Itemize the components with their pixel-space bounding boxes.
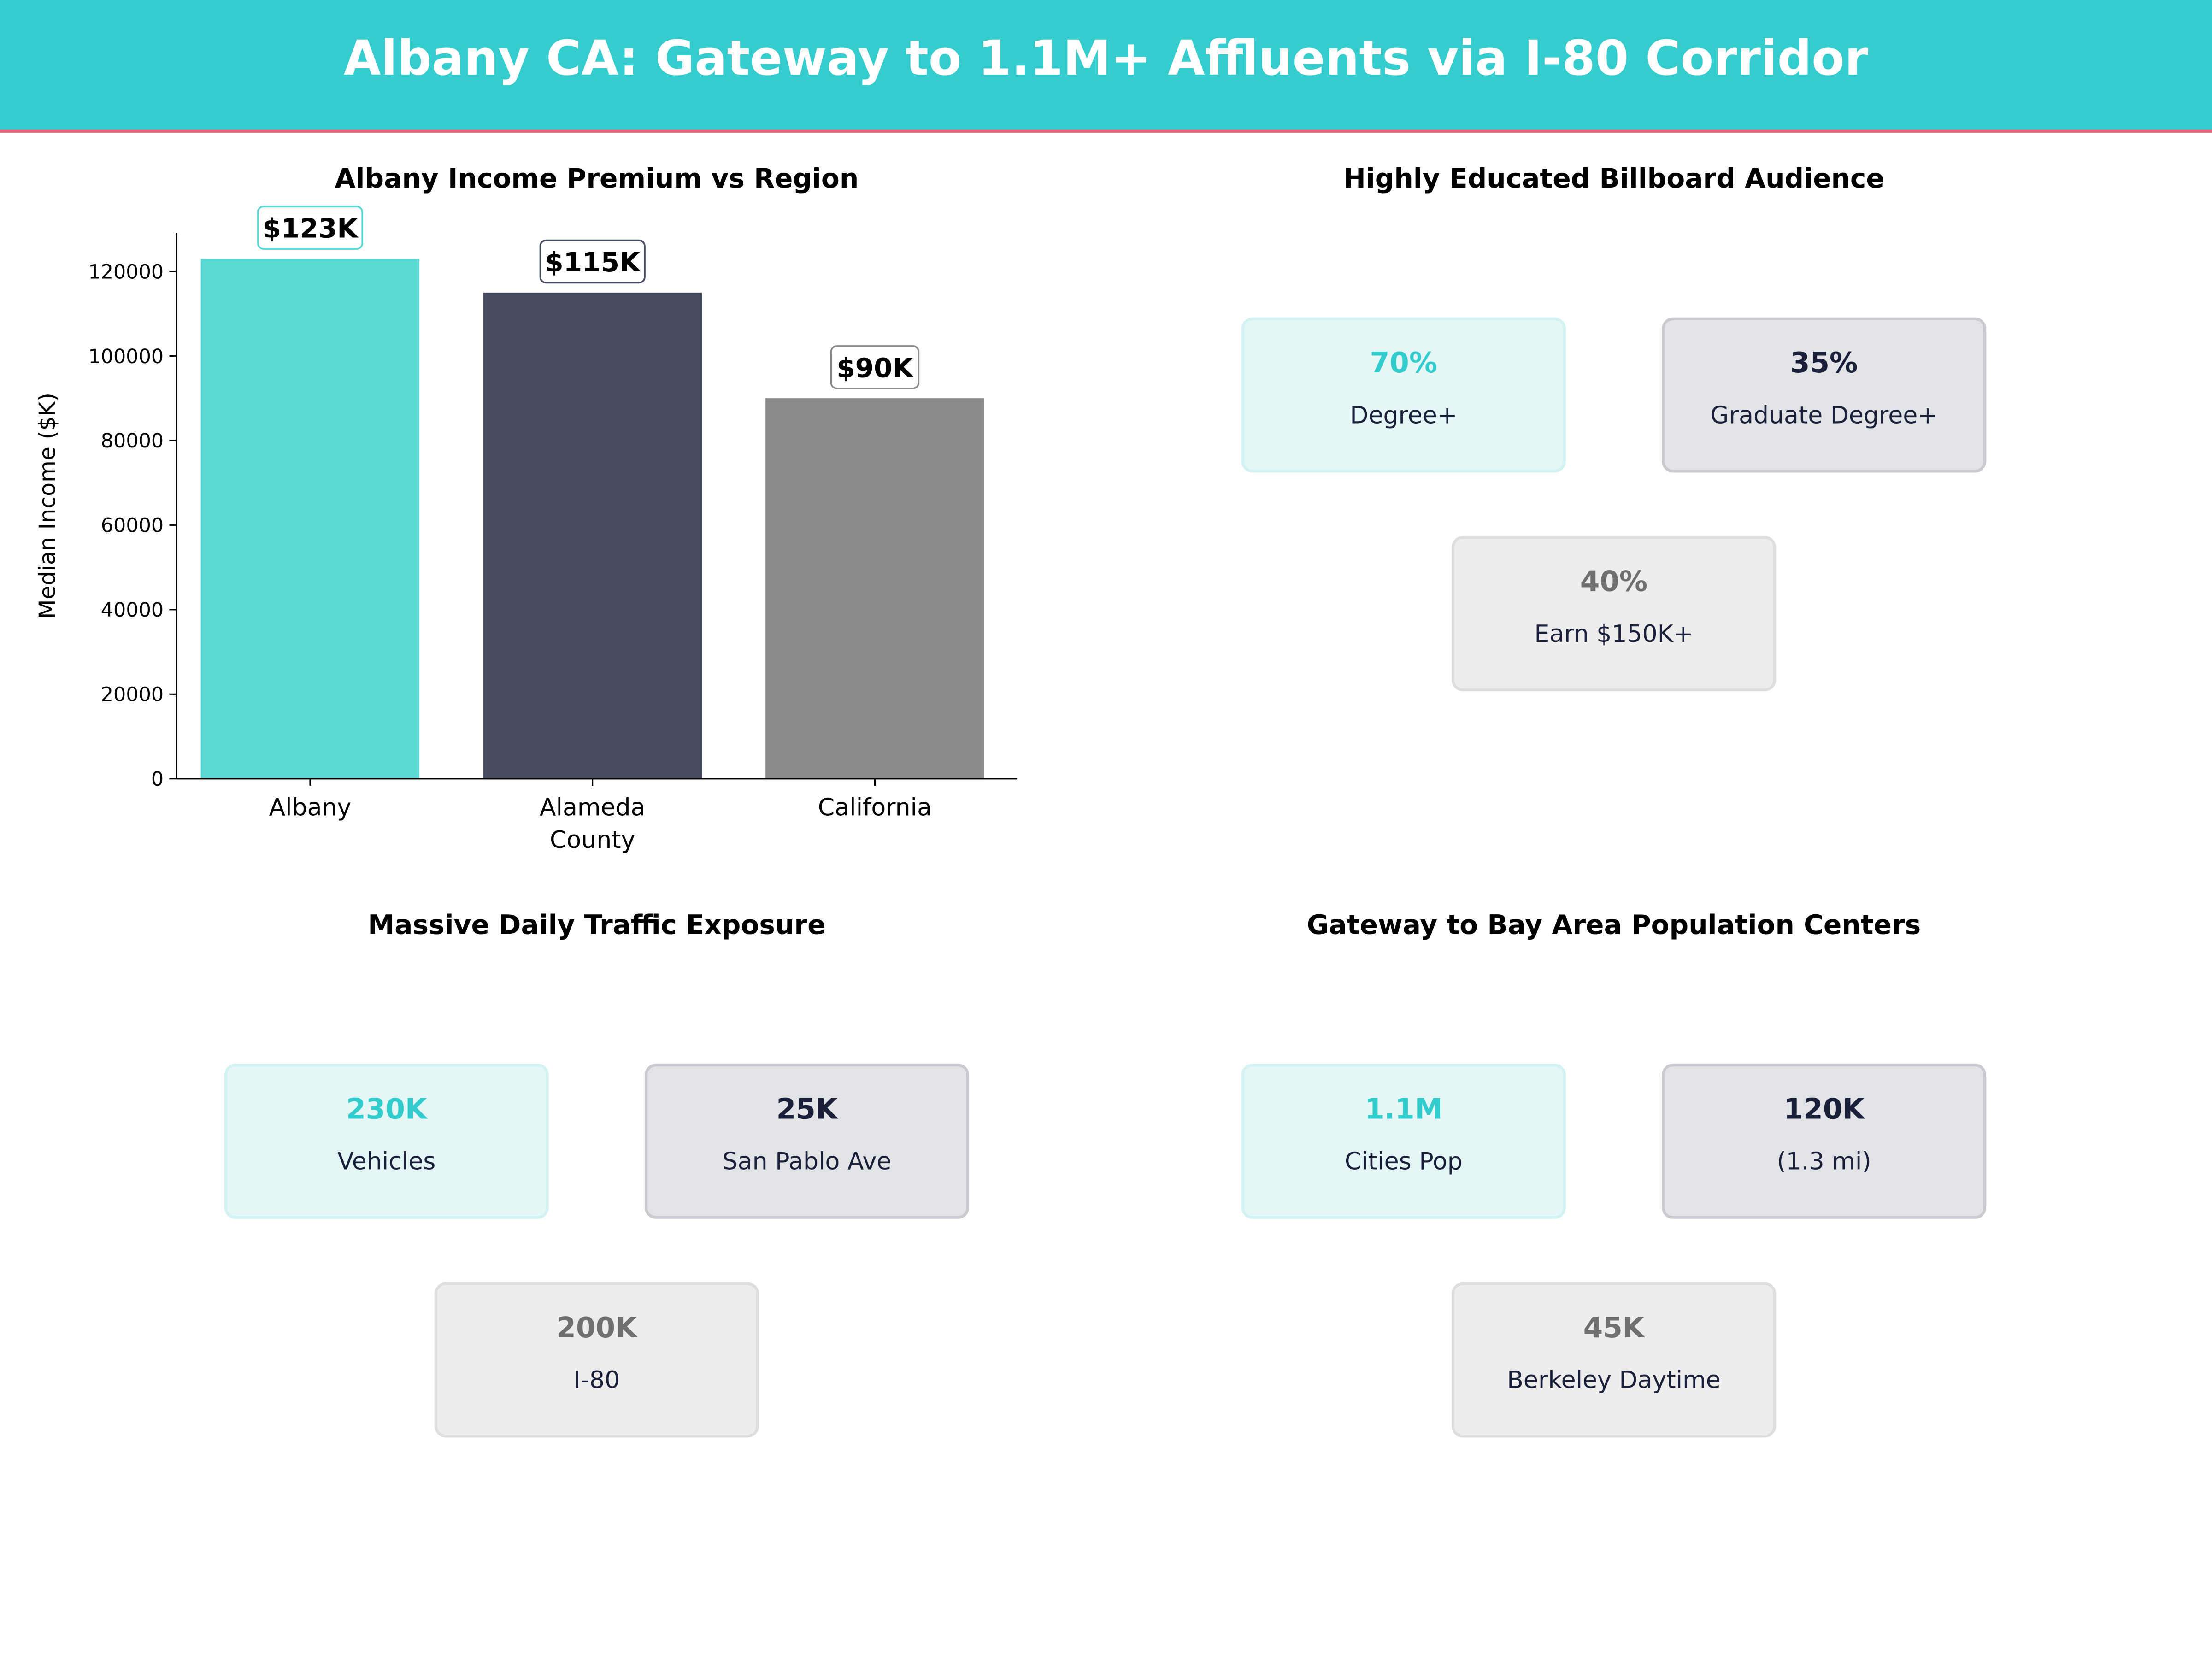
y-tick-label: 60000 (101, 514, 164, 537)
stat-label: Graduate Degree+ (1710, 402, 1938, 430)
stat-card: 200K I-80 (434, 1282, 759, 1438)
x-tick-label: California (818, 794, 932, 821)
y-tick-label: 80000 (101, 429, 164, 453)
stat-card: 45K Berkeley Daytime (1451, 1282, 1777, 1438)
stat-value: 120K (1783, 1092, 1865, 1126)
education-title: Highly Educated Billboard Audience (1343, 164, 1884, 195)
stat-value: 40% (1580, 564, 1648, 598)
stat-value: 45K (1583, 1310, 1645, 1345)
stat-label: Cities Pop (1344, 1148, 1463, 1177)
stat-value: 200K (556, 1310, 637, 1345)
stat-card: 25K San Pablo Ave (644, 1064, 970, 1219)
stat-value: 25K (776, 1092, 838, 1126)
stat-label: Earn $150K+ (1534, 620, 1694, 649)
income-bar-chart: $123K Albany $115K Alameda County $90K Califor… (34, 206, 1018, 854)
data-label-box (830, 345, 920, 389)
stat-value: 70% (1370, 345, 1438, 380)
stat-value: 230K (346, 1092, 427, 1126)
stat-value: 35% (1790, 345, 1858, 380)
stat-label: Degree+ (1350, 402, 1458, 430)
stat-card: 40% Earn $150K+ (1451, 536, 1777, 691)
y-tick-label: 100000 (88, 345, 164, 368)
data-label: $90K (836, 352, 914, 383)
y-axis-label: Median Income ($K) (34, 393, 60, 619)
data-label-box (539, 239, 646, 284)
bar (200, 259, 420, 779)
y-tick-label: 0 (151, 768, 164, 791)
stat-label: Berkeley Daytime (1507, 1367, 1721, 1395)
stat-label: (1.3 mi) (1777, 1148, 1871, 1177)
data-label-box (257, 206, 364, 250)
bar (765, 398, 984, 779)
population-title: Gateway to Bay Area Population Centers (1306, 910, 1921, 941)
stat-card: 1.1M Cities Pop (1241, 1064, 1566, 1219)
x-tick-label: Alameda (540, 794, 646, 821)
y-tick-label: 120000 (88, 260, 164, 283)
chart-title: Albany Income Premium vs Region (335, 164, 859, 195)
stat-label: San Pablo Ave (722, 1148, 892, 1177)
stat-label: I-80 (573, 1367, 620, 1395)
stat-card: 70% Degree+ (1241, 317, 1566, 473)
stat-card: 120K (1.3 mi) (1662, 1064, 1987, 1219)
stat-card: 230K Vehicles (224, 1064, 549, 1219)
page-title: Albany CA: Gateway to 1.1M+ Affluents vi… (343, 31, 1868, 88)
stat-label: Vehicles (337, 1148, 436, 1177)
y-tick-label: 20000 (101, 683, 164, 706)
x-tick-label: Albany (269, 794, 352, 821)
stat-value: 1.1M (1365, 1092, 1443, 1126)
header-banner: Albany CA: Gateway to 1.1M+ Affluents vi… (0, 0, 2212, 133)
y-tick-label: 40000 (101, 599, 164, 622)
traffic-title: Massive Daily Traffic Exposure (368, 910, 826, 941)
stat-card: 35% Graduate Degree+ (1662, 317, 1987, 473)
data-label: $115K (545, 247, 641, 278)
data-label: $123K (262, 213, 359, 244)
bar (483, 292, 702, 779)
x-tick-label: County (550, 826, 635, 854)
